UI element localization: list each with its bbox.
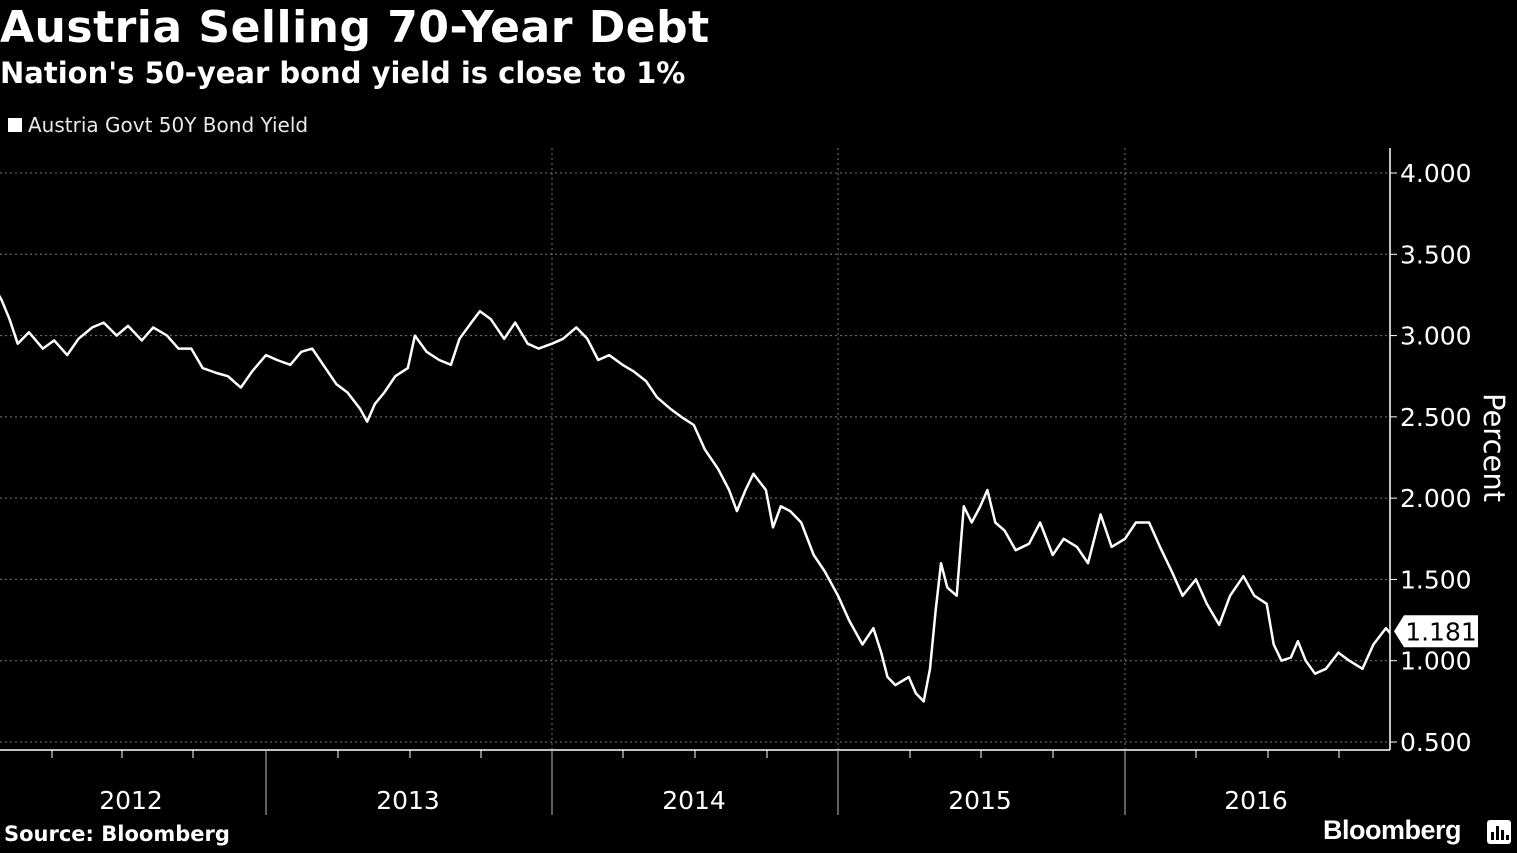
x-tick-label: 2015 [948,786,1012,815]
bloomberg-chart-icon [1487,820,1511,844]
x-tick-label: 2014 [662,786,726,815]
y-tick-label: 3.000 [1400,322,1472,351]
y-tick-label: 2.500 [1400,403,1472,432]
y-tick-label: 4.000 [1400,159,1472,188]
last-value-label: 1.181 [1405,617,1477,646]
legend-label: Austria Govt 50Y Bond Yield [28,113,309,137]
y-tick-label: 3.500 [1400,240,1472,269]
y-tick-label: 2.000 [1400,484,1472,513]
y-tick-label: 1.500 [1400,565,1472,594]
last-value-flag [1394,615,1478,648]
x-tick-label: 2012 [99,786,163,815]
legend: Austria Govt 50Y Bond Yield [8,113,308,137]
y-axis-label: Percent [1477,393,1511,502]
chart-title: Austria Selling 70-Year Debt [0,2,710,53]
x-tick-label: 2016 [1224,786,1288,815]
series-line-austria-50y [0,294,1390,703]
brand-logo: Bloomberg [1323,815,1462,845]
source-note: Source: Bloomberg [4,822,230,846]
y-tick-label: 0.500 [1400,728,1472,757]
y-tick-label: 1.000 [1400,647,1472,676]
x-tick-label: 2013 [376,786,440,815]
chart-subtitle: Nation's 50-year bond yield is close to … [0,56,686,90]
legend-swatch [8,118,22,132]
